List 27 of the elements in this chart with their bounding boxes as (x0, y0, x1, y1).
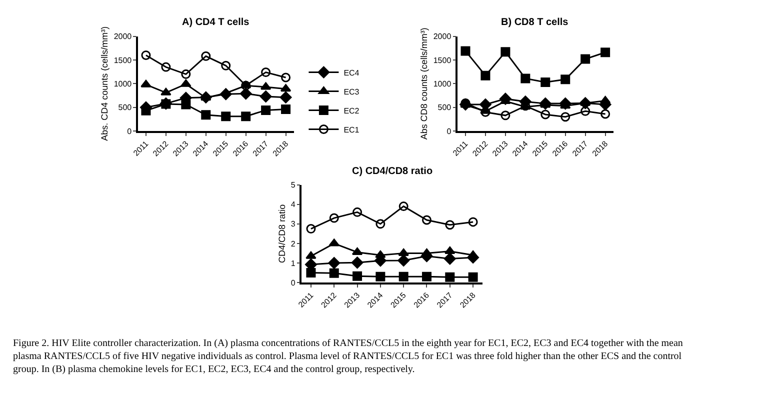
y-tick-label: 500 (438, 103, 452, 112)
y-tick-label: 2000 (114, 32, 132, 42)
chart-title: B) CD8 T cells (501, 17, 569, 28)
y-tick-label: 1 (290, 258, 296, 268)
y-tick-label: 1000 (433, 79, 452, 88)
caption: Figure 2. HIV Elite controller characterization. In (A) plasma concentrations of RANTES/CCL5 in the eighth year for EC1, EC2, EC3 and EC4 together with the mean plasma RANTES/CCL5 of five HIV negative individuals as control. Plasma level of RANTES/CCL5 for EC1 was three fold higher than the other ECS and the control group. In (B) plasma chemokine levels for EC1, EC2, EC3, EC4 and the control group, respectively. (13, 338, 683, 375)
chart-title: C) CD4/CD8 ratio (352, 166, 433, 177)
y-tick-label: 0 (446, 126, 452, 136)
legend-label: EC2 (344, 106, 360, 116)
y-tick-label: 0 (290, 278, 296, 288)
chart-title: A) CD4 T cells (182, 17, 250, 28)
y-axis-title: Abs CD8 counts (cells/mm³) (419, 28, 430, 140)
y-tick-label: 2000 (433, 32, 452, 42)
y-axis-title: CD4/CD8 ratio (276, 204, 287, 263)
y-tick-label: 1500 (433, 56, 452, 65)
y-tick-label: 1000 (114, 79, 132, 88)
y-tick-label: 4 (290, 200, 296, 210)
y-tick-label: 3 (290, 220, 296, 229)
y-tick-label: 0 (127, 126, 132, 136)
legend-label: EC1 (344, 125, 360, 134)
legend-label: EC3 (344, 87, 360, 96)
y-tick-label: 5 (290, 180, 296, 190)
y-axis-title: Abs. CD4 counts (cells/mm³) (100, 26, 110, 141)
y-tick-label: 500 (118, 103, 132, 112)
y-tick-label: 2 (290, 239, 296, 248)
legend-label: EC4 (344, 68, 360, 78)
y-tick-label: 1500 (114, 56, 132, 65)
